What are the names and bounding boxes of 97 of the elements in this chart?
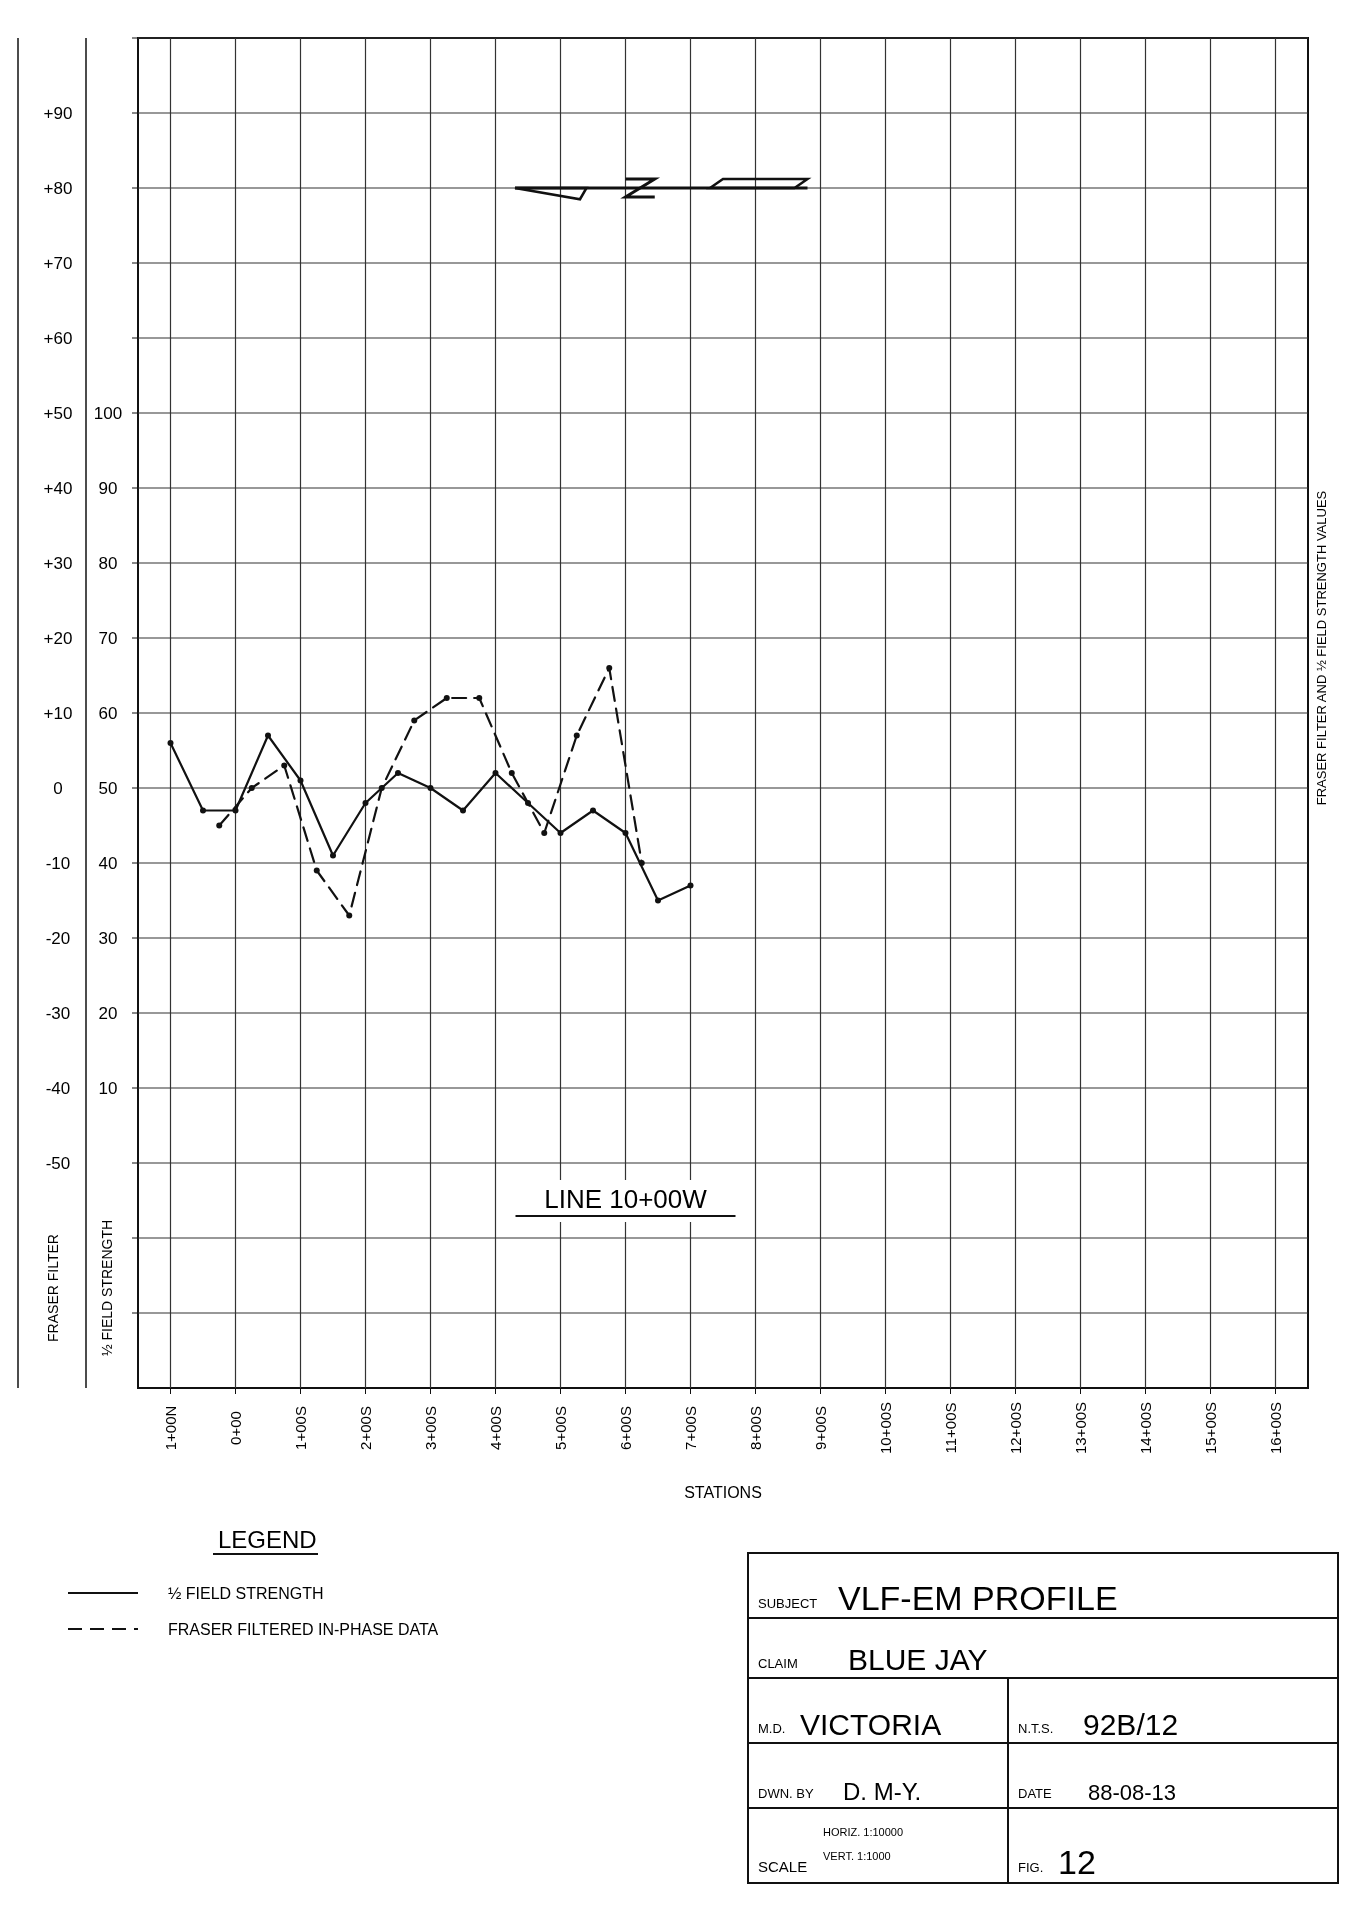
point: [687, 882, 694, 889]
x-tick-label: 3+00S: [421, 1406, 439, 1450]
legend-title: LEGEND: [218, 1526, 317, 1553]
point: [265, 732, 271, 739]
text: DATE: [1018, 1786, 1053, 1801]
point: [281, 762, 288, 769]
point: [330, 852, 336, 859]
point: [476, 695, 483, 701]
text: D. M-Y.: [843, 1778, 922, 1805]
point: [297, 777, 304, 784]
y2-tick-label: 60: [98, 703, 118, 723]
text: CLAIM: [758, 1656, 798, 1671]
text: 12: [1058, 1843, 1096, 1881]
point: [443, 695, 450, 701]
point: [395, 770, 401, 776]
y-tick-label: +10: [43, 703, 73, 723]
text: LINE 10+00W: [544, 1184, 708, 1214]
text: BLUE JAY: [848, 1643, 988, 1676]
y2-tick-label: 70: [98, 628, 118, 648]
y-tick-label: -50: [45, 1153, 71, 1173]
y2-tick-label: 20: [98, 1003, 118, 1023]
text: N.T.S.: [1018, 1721, 1054, 1736]
text: 88-08-13: [1088, 1780, 1177, 1805]
y2-tick-label: 30: [98, 928, 118, 948]
text: FIG.: [1018, 1860, 1044, 1875]
x-tick-label: 7+00S: [681, 1406, 699, 1450]
y-tick-label: +30: [43, 553, 73, 573]
y2-tick-label: 50: [98, 778, 118, 798]
x-tick-label: 1+00S: [291, 1406, 309, 1450]
x-tick-label: 14+00S: [1136, 1401, 1154, 1455]
point: [655, 897, 661, 904]
x-tick-label: 8+00S: [746, 1406, 764, 1450]
y-tick-label: +90: [43, 103, 73, 123]
y2-tick-label: 90: [98, 478, 118, 498]
point: [248, 785, 255, 791]
y2-tick-label: 80: [98, 553, 118, 573]
text: VERT. 1:1000: [823, 1850, 891, 1862]
y2-tick-label: 10: [98, 1078, 118, 1098]
text: HORIZ. 1:10000: [823, 1826, 904, 1838]
y-axis-title: FRASER FILTER: [45, 1234, 61, 1342]
point: [492, 770, 499, 776]
text: M.D.: [758, 1721, 786, 1736]
legend-label: ½ FIELD STRENGTH: [168, 1584, 324, 1602]
y-tick-label: +50: [43, 403, 73, 423]
point: [460, 807, 466, 814]
x-tick-label: 4+00S: [486, 1406, 504, 1450]
text: SCALE: [758, 1858, 808, 1875]
y2-axis-title: ½ FIELD STRENGTH: [99, 1219, 115, 1357]
x-tick-label: 10+00S: [876, 1401, 894, 1455]
legend-label: FRASER FILTERED IN-PHASE DATA: [168, 1620, 439, 1638]
y-tick-label: -40: [45, 1078, 71, 1098]
point: [411, 717, 418, 724]
y-tick-label: -20: [45, 928, 71, 948]
x-tick-label: 11+00S: [941, 1402, 959, 1454]
point: [346, 912, 353, 919]
y-tick-label: 0: [53, 778, 63, 798]
text: FRASER FILTER AND ½ FIELD STRENGTH VALUES: [1314, 490, 1329, 806]
point: [557, 830, 564, 836]
point: [508, 770, 515, 776]
text: SUBJECT: [758, 1596, 818, 1611]
point: [590, 807, 596, 814]
x-tick-label: 6+00S: [616, 1406, 634, 1450]
point: [362, 800, 369, 806]
point: [216, 822, 223, 829]
point: [573, 732, 580, 739]
text: VICTORIA: [800, 1708, 942, 1741]
x-tick-label: 1+00N: [161, 1405, 179, 1451]
point: [427, 785, 434, 791]
y-tick-label: +80: [43, 178, 73, 198]
y-tick-label: +60: [43, 328, 73, 348]
point: [167, 740, 174, 746]
y2-tick-label: 40: [98, 853, 118, 873]
point: [378, 785, 385, 791]
text: VLF-EM PROFILE: [838, 1579, 1118, 1617]
text: 92B/12: [1083, 1708, 1179, 1741]
x-tick-label: 12+00S: [1006, 1401, 1024, 1455]
y-tick-label: +20: [43, 628, 73, 648]
x-tick-label: 2+00S: [356, 1406, 374, 1450]
y-tick-label: -10: [45, 853, 71, 873]
y-tick-label: -30: [45, 1003, 71, 1023]
x-tick-label: 15+00S: [1201, 1401, 1219, 1455]
y-tick-label: +40: [43, 478, 73, 498]
x-tick-label: 5+00S: [551, 1406, 569, 1450]
point: [200, 807, 206, 814]
x-tick-label: 16+00S: [1266, 1401, 1284, 1455]
y2-tick-label: 100: [93, 403, 123, 423]
point: [541, 830, 548, 836]
point: [606, 665, 613, 671]
x-tick-label: 0+00: [226, 1411, 244, 1445]
point: [622, 830, 629, 836]
point: [638, 860, 645, 866]
x-tick-label: 13+00S: [1071, 1401, 1089, 1455]
y-tick-label: +70: [43, 253, 73, 273]
x-axis-title: STATIONS: [684, 1484, 762, 1501]
x-tick-label: 9+00S: [811, 1406, 829, 1450]
text: DWN. BY: [758, 1786, 814, 1801]
point: [313, 867, 320, 874]
